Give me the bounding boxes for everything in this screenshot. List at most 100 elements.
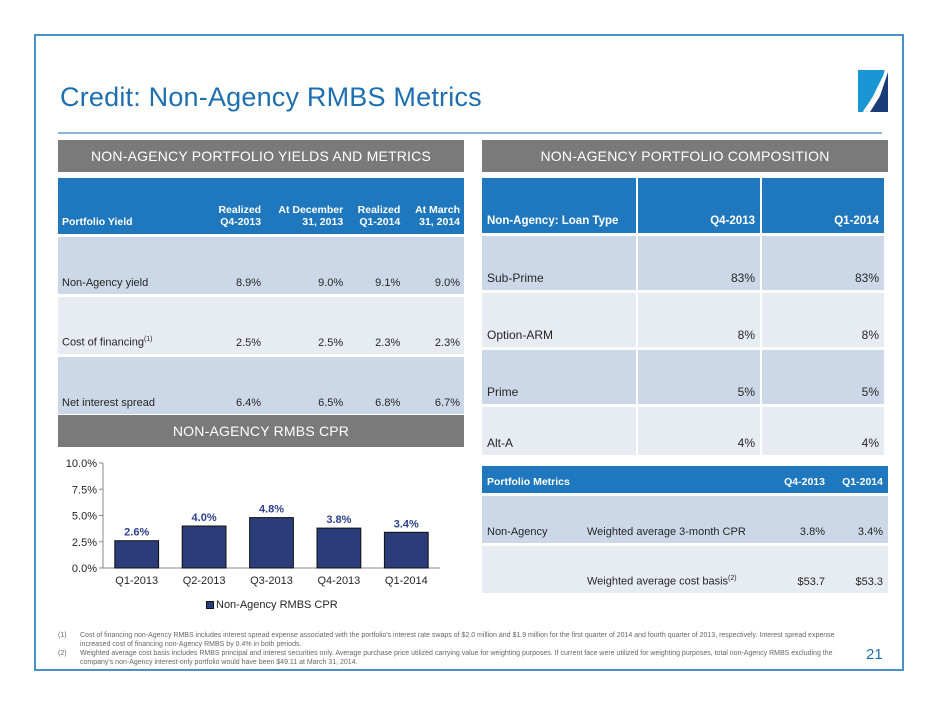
table-row: Net interest spread 6.4% 6.5% 6.8% 6.7% [58,357,464,414]
cell-value: 6.8% [375,397,401,409]
cell-value: 8% [638,293,760,347]
composition-section-heading: NON-AGENCY PORTFOLIO COMPOSITION [482,140,888,172]
composition-table: Non-Agency: Loan Type Q4-2013 Q1-2014 Su… [480,178,886,455]
x-tick-label: Q4-2013 [317,575,360,587]
row-label: Alt-A [482,407,636,455]
row-label: Non-Agency yield [62,277,149,289]
y-tick-label: 5.0% [72,511,97,523]
title-divider [58,132,882,134]
page-title: Credit: Non-Agency RMBS Metrics [60,82,482,112]
row-category [482,546,582,593]
row-label: Weighted average 3-month CPR [582,496,772,543]
cell-value: 3.8% [772,496,830,543]
col-header-q4-2013: Q4-2013 [772,466,830,493]
bar [114,540,160,569]
cell-value: 8.9% [236,277,262,289]
legend-swatch [206,601,214,609]
bar-data-label: 4.8% [259,504,284,516]
col-header-blank [582,466,772,493]
col-header-at-mar-2014: At March 31, 2014 [415,204,460,228]
col-header-realized-q1-2014: Realized Q1-2014 [357,204,401,228]
bar [249,517,294,569]
yields-section-heading: NON-AGENCY PORTFOLIO YIELDS AND METRICS [58,140,464,172]
footnote-ref: (2) [728,575,737,583]
table-row: Weighted average cost basis(2) $53.7 $53… [482,546,888,593]
row-label: Net interest spread [62,397,155,409]
col-header-realized-q4-2013: Realized Q4-2013 [218,204,262,228]
composition-table-header: Non-Agency: Loan Type Q4-2013 Q1-2014 [482,178,884,233]
table-row: Non-Agency yield 8.9% 9.0% 9.1% 9.0% [58,237,464,294]
cell-value: 9.0% [434,277,460,289]
footnote-ref: (1) [143,336,153,344]
cell-value: 4% [762,407,884,455]
cell-value: 3.4% [830,496,888,543]
cell-value: 8% [762,293,884,347]
table-row: Prime 5% 5% [482,350,884,404]
table-row: Cost of financing(1) 2.5% 2.5% 2.3% 2.3% [58,297,464,354]
col-header-q1-2014: Q1-2014 [830,466,888,493]
bar [316,527,362,569]
cell-value: 9.0% [318,277,344,289]
row-label: Prime [482,350,636,404]
cell-value: 5% [762,350,884,404]
y-tick-label: 0.0% [72,563,97,575]
y-tick-label: 10.0% [66,458,97,470]
col-header-q4-2013: Q4-2013 [638,178,760,233]
company-logo-icon [858,70,888,112]
cell-value: 6.5% [318,397,344,409]
y-tick-label: 2.5% [72,537,97,549]
col-header-at-dec-2013: At December 31, 2013 [278,204,344,228]
cell-value: 2.5% [318,337,344,349]
col-header-loan-type: Non-Agency: Loan Type [482,178,636,233]
metrics-table-header: Portfolio Metrics Q4-2013 Q1-2014 [482,466,888,493]
bar-data-label: 2.6% [124,527,149,539]
legend-label: Non-Agency RMBS CPR [216,599,338,611]
bar [181,525,227,569]
table-row: Option-ARM 8% 8% [482,293,884,347]
chart-canvas: 0.0% 2.5% 5.0% 7.5% 10.0% 2.6% Q1-2013 4.0% Q2-2… [66,458,440,587]
cell-value: 83% [762,236,884,290]
table-row: Alt-A 4% 4% [482,407,884,455]
col-header-q1-2014: Q1-2014 [762,178,884,233]
chart-legend: Non-Agency RMBS CPR [206,599,338,611]
row-label: Weighted average cost basis(2) [582,546,772,593]
row-label: Cost of financing(1) [62,336,153,349]
col-header-portfolio-metrics: Portfolio Metrics [482,466,582,493]
cpr-section-heading: NON-AGENCY RMBS CPR [58,415,464,447]
slide-frame [34,34,904,671]
bar-data-label: 3.4% [394,518,419,530]
x-tick-label: Q1-2013 [115,575,158,587]
cell-value: 2.3% [434,337,460,349]
cell-value: 9.1% [375,277,401,289]
table-row: Sub-Prime 83% 83% [482,236,884,290]
bar-data-label: 4.0% [192,512,217,524]
col-header-portfolio-yield: Portfolio Yield [62,216,133,228]
cell-value: $53.3 [830,546,888,593]
page-number: 21 [866,646,883,663]
bar [383,531,429,569]
footnotes: (1) Cost of financing non-Agency RMBS in… [58,631,848,667]
cell-value: 4% [638,407,760,455]
row-label: Option-ARM [482,293,636,347]
cell-value: 6.7% [434,397,460,409]
cell-value: 83% [638,236,760,290]
yields-table-header: Portfolio Yield Realized Q4-2013 At Decem… [58,178,464,234]
footnote-2: (2) Weighted average cost basis includes… [58,650,833,666]
cell-value: $53.7 [772,546,830,593]
cpr-bar-chart: 0.0% 2.5% 5.0% 7.5% 10.0% 2.6% Q1-2013 4.0% Q2-2… [58,452,468,617]
cell-value: 2.3% [375,337,401,349]
x-tick-label: Q2-2013 [183,575,226,587]
cell-value: 2.5% [236,337,262,349]
x-tick-label: Q3-2013 [250,575,293,587]
yields-table: Portfolio Yield Realized Q4-2013 At Decem… [58,178,464,414]
table-row: Non-Agency Weighted average 3-month CPR … [482,496,888,543]
y-tick-label: 7.5% [72,484,97,496]
row-category: Non-Agency [482,496,582,543]
cell-value: 6.4% [236,397,262,409]
bar-data-label: 3.8% [326,514,351,526]
footnote-1: (1) Cost of financing non-Agency RMBS in… [58,632,835,648]
row-label: Sub-Prime [482,236,636,290]
cell-value: 5% [638,350,760,404]
portfolio-metrics-table: Portfolio Metrics Q4-2013 Q1-2014 Non-Ag… [482,466,888,593]
x-tick-label: Q1-2014 [385,575,428,587]
